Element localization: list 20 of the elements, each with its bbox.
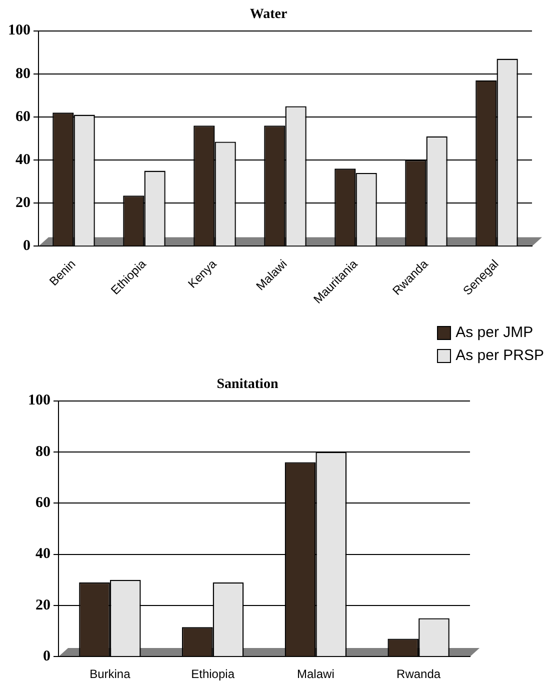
y-tick-label: 40: [16, 152, 30, 168]
y-tick-label: 60: [36, 494, 50, 511]
y-tick-label: 0: [23, 238, 30, 254]
chart-title: Water: [250, 7, 288, 22]
y-tick-label: 60: [16, 108, 30, 125]
x-tick-label: Rwanda: [396, 667, 441, 682]
y-tick-label: 0: [43, 648, 50, 664]
chart-title: Sanitation: [216, 377, 278, 392]
legend-label: As per JMP: [456, 324, 534, 341]
y-tick-label: 20: [36, 597, 50, 614]
x-tick-label: Burkina: [90, 667, 131, 682]
legend-label: As per PRSP: [456, 347, 544, 364]
y-tick-label: 100: [8, 22, 30, 39]
y-tick-label: 100: [28, 392, 50, 409]
x-tick-label: Malawi: [297, 667, 334, 682]
y-tick-label: 40: [36, 546, 50, 562]
x-tick-label: Ethiopia: [191, 667, 235, 682]
y-tick-label: 80: [16, 66, 30, 82]
y-tick-label: 20: [16, 194, 30, 211]
y-tick-label: 80: [36, 444, 50, 460]
